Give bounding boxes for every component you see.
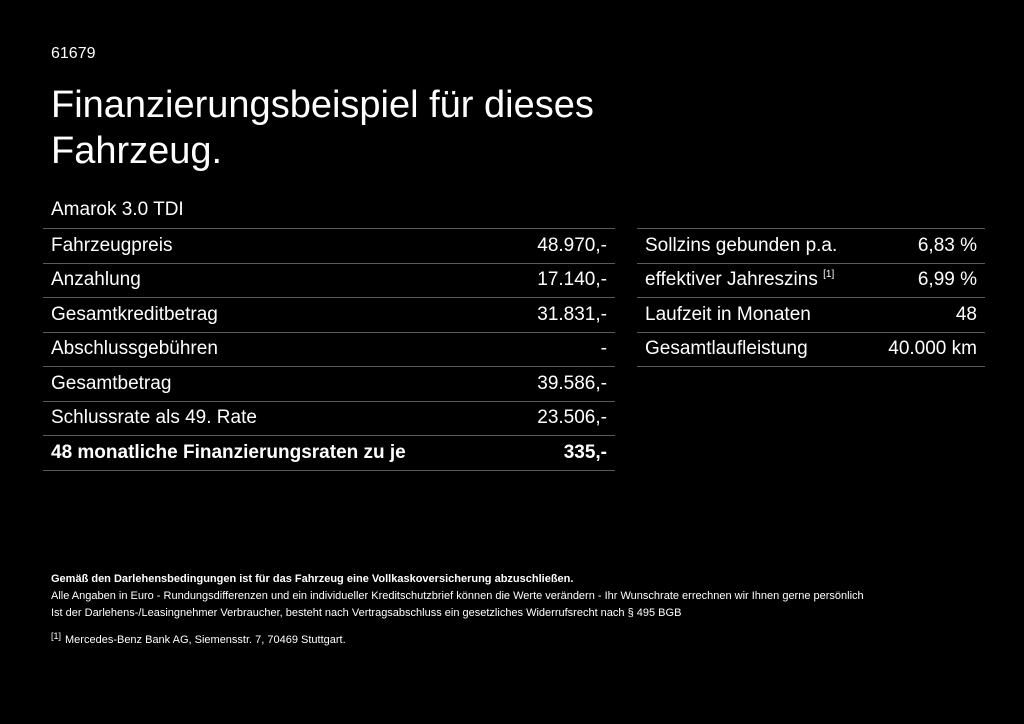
row-value: - — [507, 331, 615, 367]
table-row: Gesamtkreditbetrag 31.831,- — [43, 297, 615, 333]
table-row: Gesamtlaufleistung 40.000 km — [637, 331, 985, 367]
row-label: Gesamtbetrag — [43, 366, 508, 402]
page-title: Finanzierungsbeispiel für dieses Fahrzeu… — [51, 84, 594, 172]
table-row: Sollzins gebunden p.a. 6,83 % — [637, 228, 985, 264]
row-label: Laufzeit in Monaten — [637, 297, 869, 333]
table-row: Anzahlung 17.140,- — [43, 262, 615, 298]
table-row: effektiver Jahreszins [1] 6,99 % — [637, 262, 985, 298]
table-row: Abschlussgebühren - — [43, 331, 615, 367]
row-value: 31.831,- — [507, 297, 615, 333]
row-value: 335,- — [507, 435, 615, 471]
row-value: 6,99 % — [868, 262, 985, 298]
table-row: Schlussrate als 49. Rate 23.506,- — [43, 400, 615, 436]
row-value: 17.140,- — [507, 262, 615, 298]
row-value: 23.506,- — [507, 400, 615, 436]
footnote-marker: [1] — [51, 631, 62, 641]
disclaimer-note: Alle Angaben in Euro - Rundungsdifferenz… — [51, 590, 864, 602]
table-row: Fahrzeugpreis 48.970,- — [43, 228, 615, 264]
table-row: Gesamtbetrag 39.586,- — [43, 366, 615, 402]
row-label-cell: effektiver Jahreszins [1] — [637, 262, 869, 298]
table-row: Laufzeit in Monaten 48 — [637, 297, 985, 333]
row-label: effektiver Jahreszins — [645, 269, 818, 291]
interest-table: Sollzins gebunden p.a. 6,83 % effektiver … — [637, 228, 985, 367]
row-label: 48 monatliche Finanzierungsraten zu je — [43, 435, 508, 471]
financing-table: Fahrzeugpreis 48.970,- Anzahlung 17.140,- … — [43, 228, 615, 471]
row-label: Anzahlung — [43, 262, 508, 298]
footnote: [1] Mercedes-Benz Bank AG, Siemensstr. 7,… — [51, 628, 864, 649]
row-value: 40.000 km — [868, 331, 985, 367]
offer-id: 61679 — [51, 45, 96, 62]
vehicle-model: Amarok 3.0 TDI — [51, 199, 184, 220]
row-label: Schlussrate als 49. Rate — [43, 400, 508, 436]
legal-notes: Gemäß den Darlehensbedingungen ist für d… — [51, 571, 864, 649]
footnote-text: Mercedes-Benz Bank AG, Siemensstr. 7, 70… — [65, 634, 346, 646]
row-label: Gesamtkreditbetrag — [43, 297, 508, 333]
withdrawal-note: Ist der Darlehens-/Leasingnehmer Verbrau… — [51, 607, 682, 619]
row-label: Gesamtlaufleistung — [637, 331, 869, 367]
row-value: 39.586,- — [507, 366, 615, 402]
row-value: 48 — [868, 297, 985, 333]
monthly-rate-row: 48 monatliche Finanzierungsraten zu je 33… — [43, 435, 615, 471]
row-value: 6,83 % — [868, 228, 985, 264]
insurance-note: Gemäß den Darlehensbedingungen ist für d… — [51, 573, 574, 585]
row-label: Abschlussgebühren — [43, 331, 508, 367]
row-value: 48.970,- — [507, 228, 615, 264]
row-label: Sollzins gebunden p.a. — [637, 228, 869, 264]
row-label: Fahrzeugpreis — [43, 228, 508, 264]
footnote-ref: [1] — [823, 269, 835, 281]
